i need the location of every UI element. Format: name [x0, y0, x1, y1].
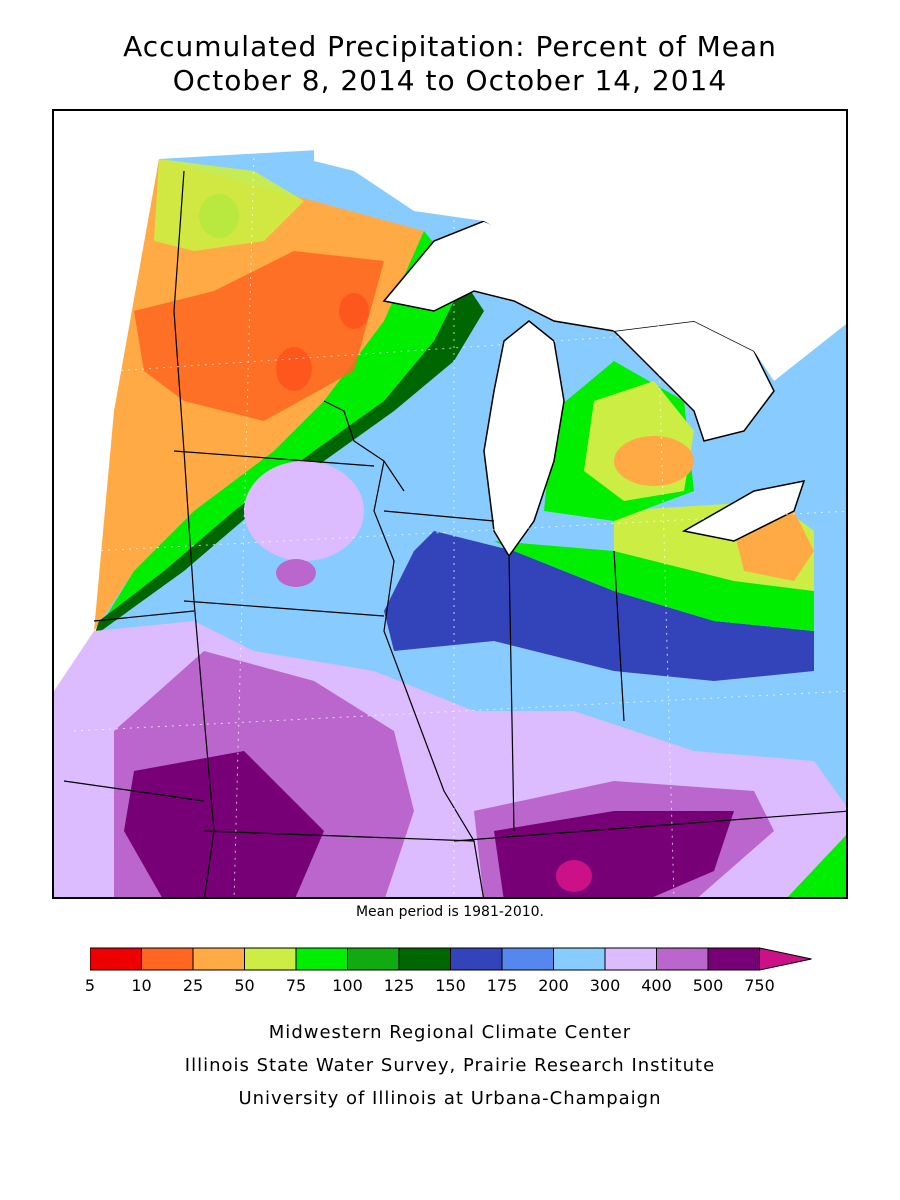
legend-swatch	[501, 947, 554, 971]
precip-se-green	[787, 835, 846, 897]
precip-purple-iowa-spot	[276, 559, 316, 587]
precip-darkorange-zone	[134, 251, 384, 421]
precip-mi-orange	[614, 436, 694, 486]
border-mn-ia	[173, 450, 375, 467]
mean-period-note: Mean period is 1981-2010.	[355, 904, 545, 920]
credit-line-3: University of Illinois at Urbana-Champai…	[238, 1088, 662, 1109]
legend-label: 200	[538, 976, 569, 995]
precip-green-band	[94, 231, 464, 636]
precip-magenta-spot	[556, 860, 592, 892]
legend-label: 75	[285, 976, 307, 995]
credit-line-2: Illinois State Water Survey, Prairie Res…	[184, 1055, 716, 1076]
border-wi-il	[383, 510, 495, 522]
legend-label: 750	[744, 976, 775, 995]
border-mississippi	[373, 460, 484, 897]
legend-swatch	[141, 947, 194, 971]
border-mn-east	[323, 400, 405, 492]
legend-overflow-arrow	[759, 947, 812, 971]
legend-swatch	[295, 947, 348, 971]
legend-swatch	[244, 947, 297, 971]
legend-swatch	[90, 947, 142, 971]
great-lakes	[314, 111, 846, 558]
border-ne-ks	[63, 780, 205, 802]
precipitation-map	[52, 109, 848, 899]
border-mo-ar	[203, 830, 475, 842]
legend-label: 25	[182, 976, 204, 995]
legend-label: 175	[486, 976, 518, 995]
legend-label: 50	[234, 976, 255, 995]
credit-line-1: Midwestern Regional Climate Center	[268, 1022, 632, 1043]
canada-north	[314, 111, 846, 381]
legend-label: 10	[131, 976, 152, 995]
precip-yellowgreen-zone	[154, 159, 304, 251]
legend-label: 100	[332, 976, 363, 995]
border-ky-tn	[453, 810, 846, 842]
legend-swatch	[553, 947, 606, 971]
border-mn-west	[173, 170, 185, 452]
border-ia-mo	[183, 600, 385, 617]
precip-blue-band	[384, 531, 814, 681]
legend-label: 400	[641, 976, 672, 995]
precip-green-band-east	[494, 541, 814, 631]
map-title-line-2: October 8, 2014 to October 14, 2014	[172, 64, 728, 97]
border-mo-west	[193, 600, 215, 897]
legend-swatch	[347, 947, 400, 971]
precip-darkpurple-zone	[124, 751, 324, 897]
legend-label: 500	[692, 976, 724, 995]
legend-swatch	[398, 947, 451, 971]
legend-swatch	[604, 947, 657, 971]
lake-michigan	[483, 320, 565, 558]
border-in-oh	[613, 550, 625, 722]
legend-label: 150	[435, 976, 466, 995]
precip-darkpurple-zone-east	[494, 811, 734, 897]
border-ia-west	[183, 450, 195, 602]
legend-swatch	[656, 947, 709, 971]
legend-swatch	[707, 947, 760, 971]
border-il-in	[508, 555, 515, 832]
legend-swatch	[450, 947, 503, 971]
legend-label: 300	[589, 976, 621, 995]
map-canvas	[54, 111, 846, 897]
legend-swatch	[192, 947, 245, 971]
precip-darkgreen-band	[94, 281, 484, 636]
color-legend	[90, 947, 812, 971]
border-sd-ne	[93, 610, 195, 622]
state-borders	[63, 170, 846, 897]
graticule	[73, 150, 846, 897]
map-title-line-1: Accumulated Precipitation: Percent of Me…	[123, 30, 777, 63]
precip-lavender-iowa	[244, 461, 364, 561]
legend-label: 125	[383, 976, 415, 995]
lake-erie	[681, 480, 806, 542]
legend-label: 5	[84, 976, 96, 995]
